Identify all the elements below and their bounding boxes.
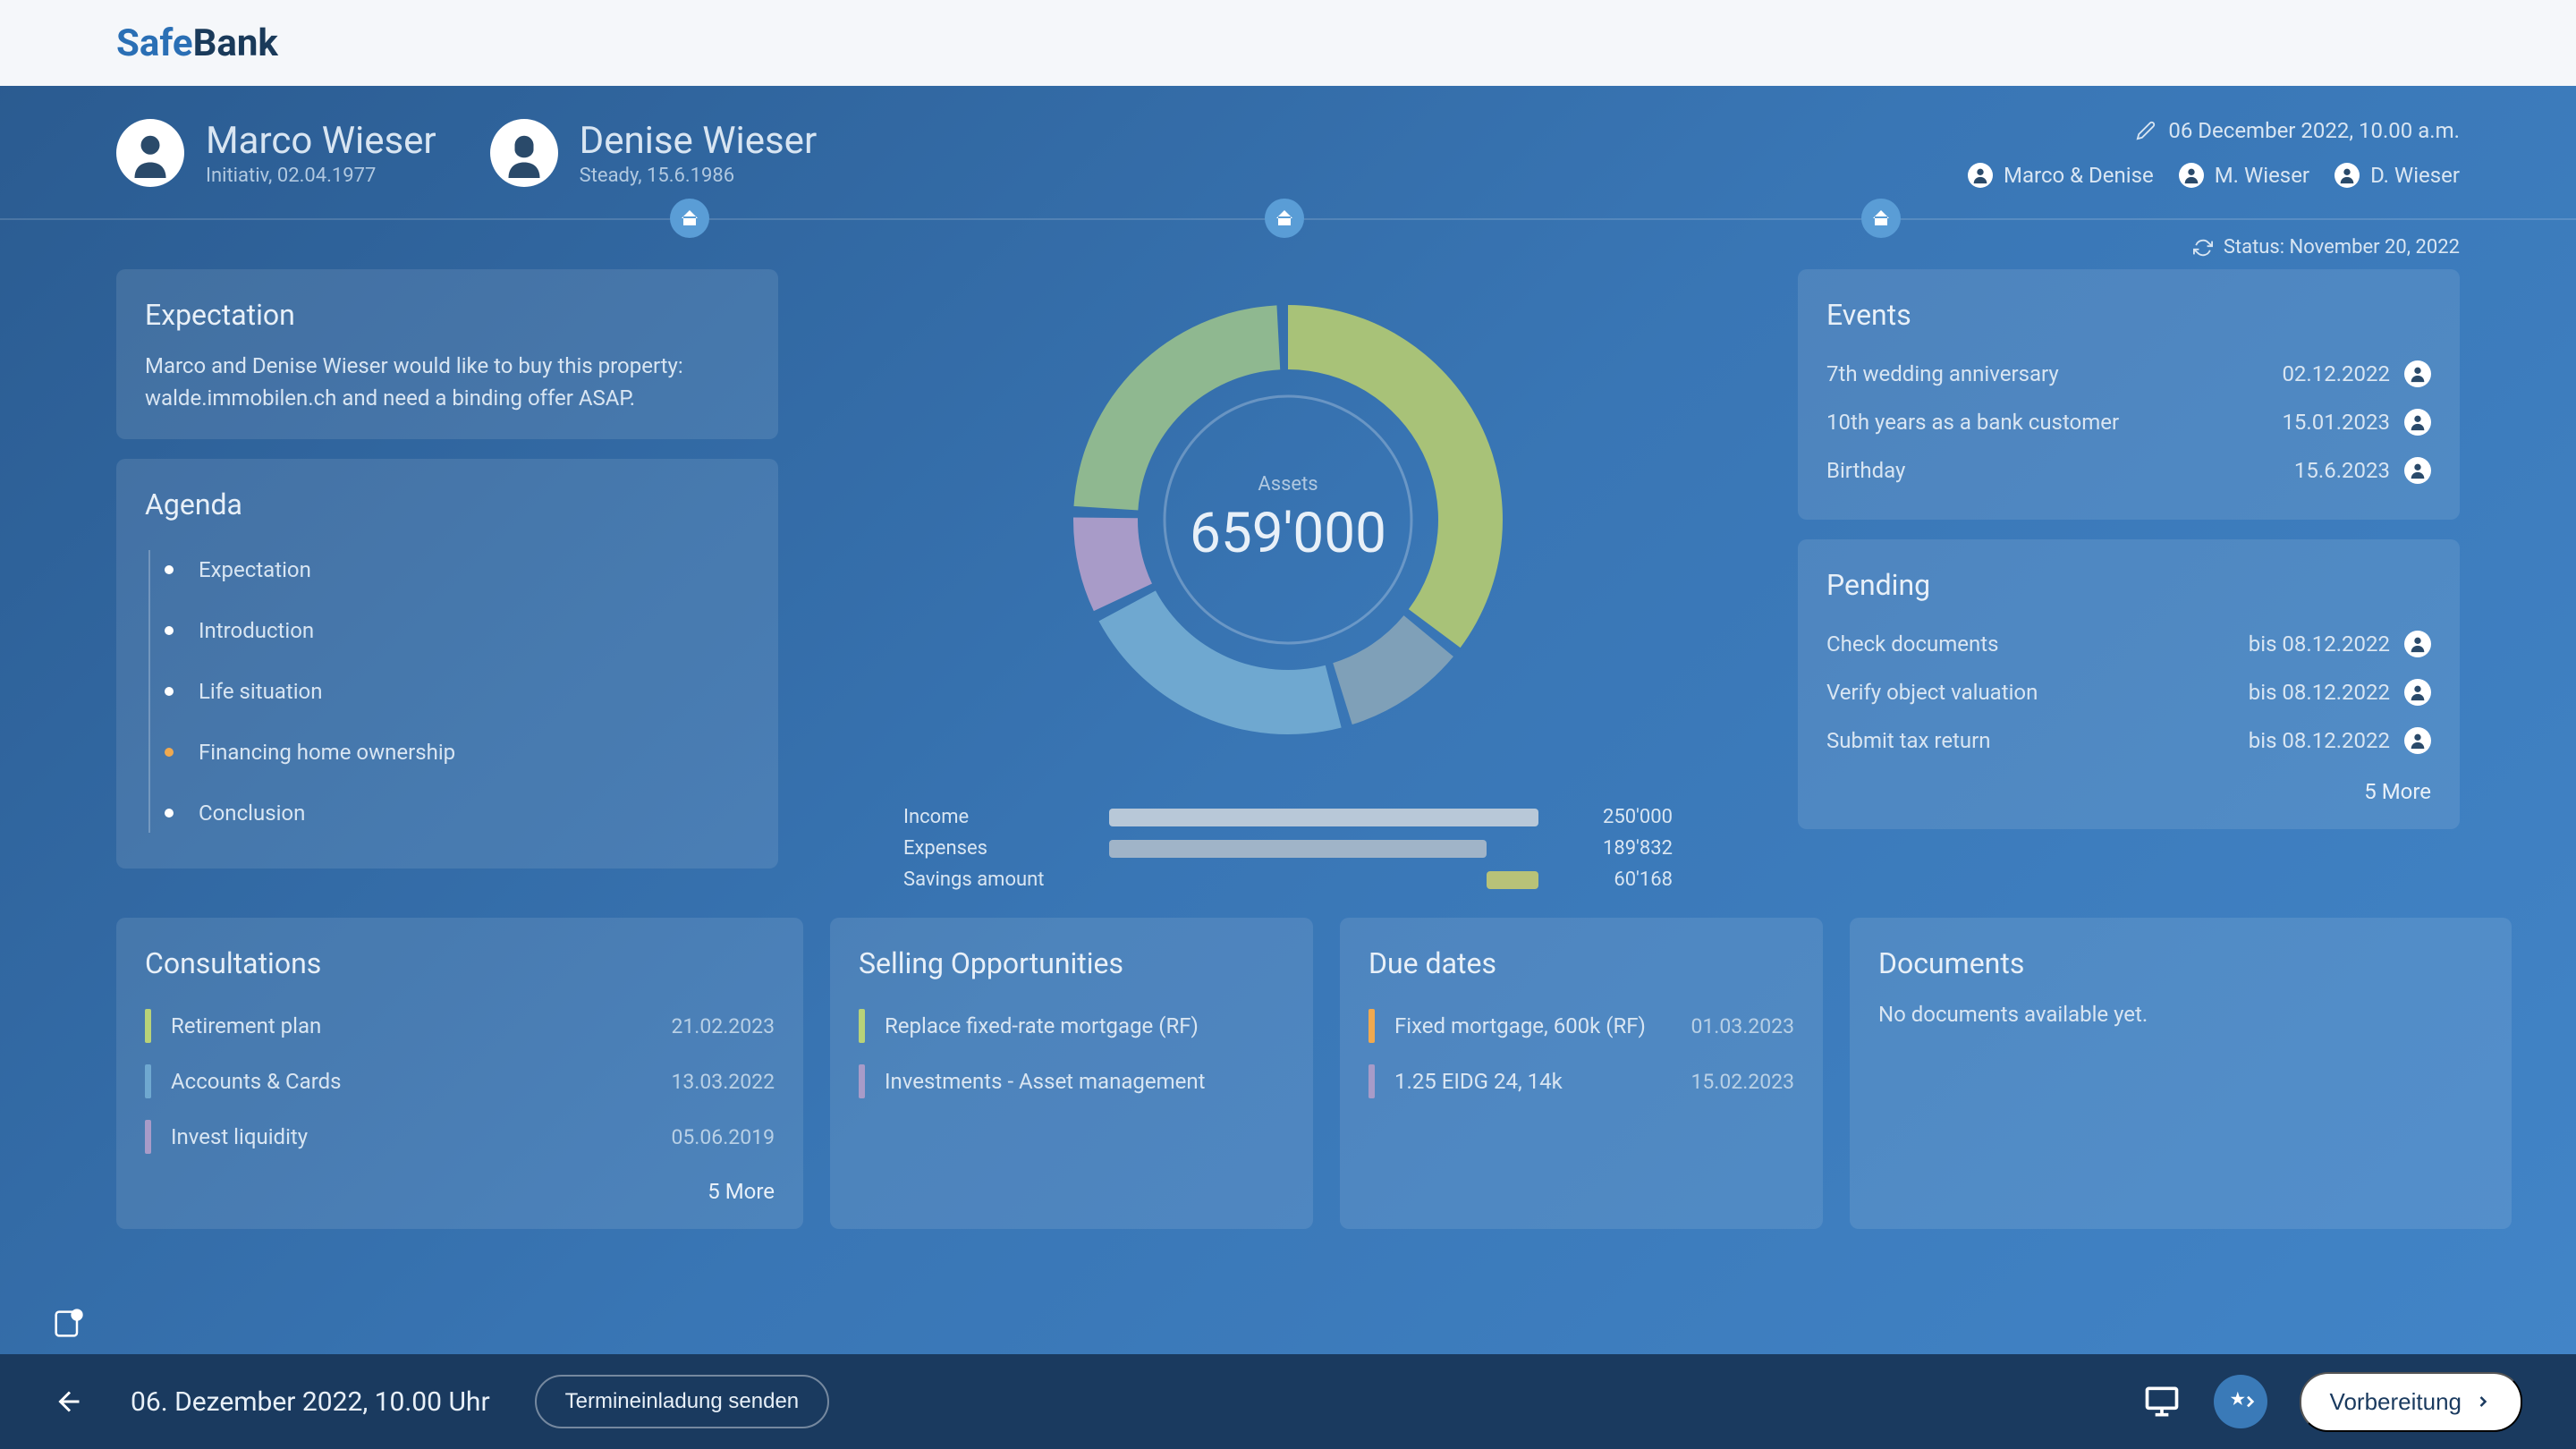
due-title: Due dates [1368,946,1794,980]
pending-card: Pending Check documents bis 08.12.2022 V… [1798,539,2460,829]
footer-datetime: 06. Dezember 2022, 10.00 Uhr [131,1386,490,1418]
agenda-item-0[interactable]: Expectation [165,539,750,600]
present-icon[interactable] [2142,1382,2182,1421]
customer-meta: Initiativ, 02.04.1977 [206,165,436,187]
logo: SafeBank [116,21,278,65]
invite-button[interactable]: Termineinladung senden [535,1375,830,1428]
note-icon[interactable] [50,1306,86,1342]
color-tag-icon [859,1009,865,1043]
customer-meta: Steady, 15.6.1986 [580,165,818,187]
agenda-item-1[interactable]: Introduction [165,600,750,661]
customer-name: Marco Wieser [206,119,436,163]
list-item[interactable]: 7th wedding anniversary 02.12.2022 [1826,350,2431,398]
chevron-right-icon [2474,1393,2492,1411]
list-item[interactable]: Retirement plan 21.02.2023 [145,998,775,1054]
donut-segment[interactable] [1073,517,1152,611]
expectation-text: Marco and Denise Wieser would like to bu… [145,350,750,414]
timeline-divider [0,218,2576,220]
color-tag-icon [1368,1009,1375,1043]
avatar-icon [490,119,558,187]
list-item[interactable]: Fixed mortgage, 600k (RF) 01.03.2023 [1368,998,1794,1054]
color-tag-icon [145,1009,151,1043]
customers: Marco Wieser Initiativ, 02.04.1977 Denis… [116,119,817,187]
person-icon [2334,163,2360,188]
agenda-dot-icon [165,687,174,696]
agenda-dot-icon [165,809,174,818]
documents-card: Documents No documents available yet. [1850,918,2512,1229]
assets-panel: Assets 659'000 Income 250'000 Expenses 1… [805,269,1771,900]
color-tag-icon [859,1064,865,1098]
due-card: Due dates Fixed mortgage, 600k (RF) 01.0… [1340,918,1823,1229]
footer: 06. Dezember 2022, 10.00 Uhr Termineinla… [0,1354,2576,1449]
list-item[interactable]: Birthday 15.6.2023 [1826,446,2431,495]
documents-title: Documents [1878,946,2483,980]
agenda-item-3[interactable]: Financing home ownership [165,722,750,783]
list-item[interactable]: Accounts & Cards 13.03.2022 [145,1054,775,1109]
bar-row-1: Expenses 189'832 [903,837,1673,860]
color-tag-icon [145,1120,151,1154]
back-icon[interactable] [54,1385,86,1418]
account-chip-2[interactable]: D. Wieser [2334,163,2460,188]
pending-title: Pending [1826,568,2431,602]
account-chip-1[interactable]: M. Wieser [2179,163,2309,188]
agenda-title: Agenda [145,487,750,521]
person-icon [2179,163,2204,188]
selling-card: Selling Opportunities Replace fixed-rate… [830,918,1313,1229]
header: Marco Wieser Initiativ, 02.04.1977 Denis… [0,86,2576,209]
agenda-card: Agenda Expectation Introduction Life sit… [116,459,778,869]
refresh-icon[interactable] [2193,238,2213,258]
customer-0[interactable]: Marco Wieser Initiativ, 02.04.1977 [116,119,436,187]
expectation-title: Expectation [145,298,750,332]
list-item[interactable]: Invest liquidity 05.06.2019 [145,1109,775,1165]
list-item[interactable]: 1.25 EIDG 24, 14k 15.02.2023 [1368,1054,1794,1109]
bar-row-0: Income 250'000 [903,806,1673,828]
agenda-item-4[interactable]: Conclusion [165,783,750,843]
agenda-dot-icon [165,626,174,635]
donut-label: Assets [1190,473,1386,496]
bar-row-2: Savings amount 60'168 [903,869,1673,891]
account-chip-0[interactable]: Marco & Denise [1968,163,2154,188]
customer-1[interactable]: Denise Wieser Steady, 15.6.1986 [490,119,818,187]
person-icon [1968,163,1993,188]
list-item[interactable]: 10th years as a bank customer 15.01.2023 [1826,398,2431,446]
list-item[interactable]: Replace fixed-rate mortgage (RF) [859,998,1284,1054]
list-item[interactable]: Check documents bis 08.12.2022 [1826,620,2431,668]
color-tag-icon [1368,1064,1375,1098]
datetime[interactable]: 06 December 2022, 10.00 a.m. [1968,118,2460,143]
income-bars: Income 250'000 Expenses 189'832 Savings … [903,806,1673,900]
selling-title: Selling Opportunities [859,946,1284,980]
home-marker-2[interactable] [1861,199,1901,238]
expectation-card: Expectation Marco and Denise Wieser woul… [116,269,778,439]
donut-value: 659'000 [1190,501,1386,566]
donut-segment[interactable] [1333,615,1453,724]
documents-text: No documents available yet. [1878,998,2483,1030]
agenda-item-2[interactable]: Life situation [165,661,750,722]
consultations-card: Consultations Retirement plan 21.02.2023… [116,918,803,1229]
events-card: Events 7th wedding anniversary 02.12.202… [1798,269,2460,520]
agenda-dot-icon [165,748,174,757]
donut-segment[interactable] [1098,590,1341,734]
star-nav-button[interactable] [2214,1375,2267,1428]
primary-button[interactable]: Vorbereitung [2300,1372,2522,1432]
pending-more[interactable]: 5 More [1826,779,2431,804]
home-marker-1[interactable] [1265,199,1304,238]
consultations-more[interactable]: 5 More [145,1179,775,1204]
list-item[interactable]: Verify object valuation bis 08.12.2022 [1826,668,2431,716]
customer-name: Denise Wieser [580,119,818,163]
edit-icon [2136,121,2156,140]
events-title: Events [1826,298,2431,332]
top-bar: SafeBank [0,0,2576,86]
color-tag-icon [145,1064,151,1098]
avatar-icon [116,119,184,187]
consultations-title: Consultations [145,946,775,980]
list-item[interactable]: Submit tax return bis 08.12.2022 [1826,716,2431,765]
agenda-dot-icon [165,565,174,574]
list-item[interactable]: Investments - Asset management [859,1054,1284,1109]
account-chips: Marco & Denise M. Wieser D. Wieser [1968,163,2460,188]
